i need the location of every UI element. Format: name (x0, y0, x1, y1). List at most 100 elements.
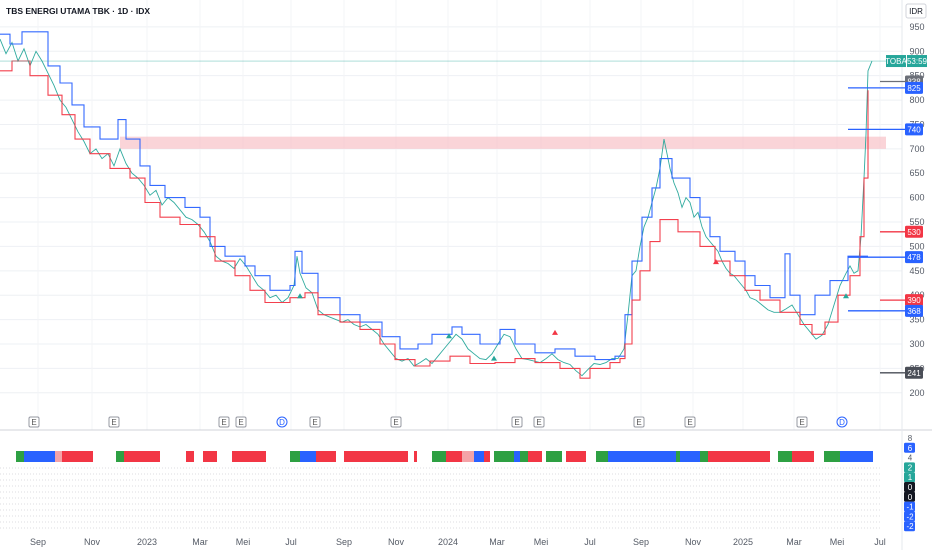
event-marker-label: E (687, 418, 692, 427)
ticker-tag-box (886, 55, 906, 68)
x-tick-label: Mei (830, 537, 845, 547)
event-marker-label: D (279, 418, 285, 427)
event-marker-box (684, 416, 696, 428)
price-label: 390 (907, 296, 921, 305)
price-labels: 838825740530478390368241 (0, 60, 923, 379)
oscillator-segment (520, 451, 528, 462)
osc-tick-box (904, 521, 915, 532)
price-label-box (905, 123, 923, 136)
osc-tick-label: 0 (908, 493, 913, 502)
price-label: 530 (907, 228, 921, 237)
y-tick-label: 450 (909, 266, 924, 276)
y-tick-label: 200 (909, 388, 924, 398)
price-label: 241 (907, 369, 921, 378)
x-tick-label: Mei (236, 537, 251, 547)
event-marker-box (235, 416, 247, 428)
x-tick-label: Sep (336, 537, 352, 547)
oscillator-segment (596, 451, 608, 462)
event-marker-box (108, 416, 120, 428)
series-line-2 (0, 60, 869, 379)
signal-marker (713, 259, 719, 265)
y-tick-label: 550 (909, 217, 924, 227)
event-marker-label: E (636, 418, 641, 427)
x-tick-label: Mar (489, 537, 505, 547)
oscillator-segment (484, 451, 490, 462)
oscillator-segment (232, 451, 266, 462)
signal-marker (297, 293, 303, 299)
oscillator-segment (446, 451, 462, 462)
y-tick-label: 950 (909, 22, 924, 32)
series-line-0 (0, 38, 873, 377)
osc-tick-label: 4 (908, 454, 913, 463)
x-tick-label: Nov (388, 537, 405, 547)
oscillator-segment (566, 451, 586, 462)
osc-tick-box (904, 462, 915, 473)
countdown-tag: 53:59 (907, 57, 928, 66)
oscillator-segment (778, 451, 792, 462)
y-tick-label: 500 (909, 241, 924, 251)
event-marker-box (309, 416, 321, 428)
price-label-box (905, 225, 923, 238)
osc-tick-box (904, 511, 915, 522)
x-tick-label: Mei (534, 537, 549, 547)
event-marker-box (796, 416, 808, 428)
event-marker-box (218, 416, 230, 428)
osc-tick-label: 2 (908, 463, 913, 472)
event-marker-label: E (221, 418, 226, 427)
currency-badge[interactable]: IDR (909, 7, 923, 16)
osc-tick-box (904, 491, 915, 502)
oscillator-segment (514, 451, 520, 462)
event-marker-box (390, 416, 402, 428)
event-marker-box (28, 416, 40, 428)
chart-title: TBS ENERGI UTAMA TBK · 1D · IDX (6, 6, 150, 16)
oscillator-segment (676, 451, 680, 462)
oscillator-segment (528, 451, 542, 462)
oscillator-segment (203, 451, 217, 462)
event-marker-box (276, 416, 288, 428)
signal-marker (491, 355, 497, 361)
oscillator-segment (62, 451, 93, 462)
price-label-box (905, 251, 923, 264)
osc-tick-label: 6 (908, 444, 913, 453)
y-tick-label: 900 (909, 46, 924, 56)
x-tick-label: Sep (30, 537, 46, 547)
event-marker-label: E (312, 418, 317, 427)
oscillator-pane (0, 451, 880, 529)
price-label-box (905, 294, 923, 307)
event-marker-label: E (238, 418, 243, 427)
y-tick-label: 650 (909, 168, 924, 178)
current-price-tag: TOBA 53:59 (885, 55, 928, 68)
signal-marker (446, 333, 452, 339)
resistance-zone (120, 136, 886, 149)
oscillator-segment (546, 451, 562, 462)
osc-tick-box (904, 482, 915, 492)
oscillator-segment (824, 451, 840, 462)
signal-marker (843, 293, 849, 299)
oscillator-segment (316, 451, 336, 462)
oscillator-segment (55, 451, 62, 462)
event-marker-box (836, 416, 848, 428)
x-tick-label: 2025 (733, 537, 753, 547)
oscillator-segment (414, 451, 417, 462)
price-label: 478 (907, 253, 921, 262)
osc-tick-label: 8 (908, 434, 913, 443)
x-tick-label: Jul (584, 537, 596, 547)
oscillator-segment (608, 451, 676, 462)
osc-tick-box (904, 472, 915, 483)
time-axis[interactable]: Sep Nov 2023 Mar Mei Jul Sep Nov 2024 Mar Mei Jul Se… (30, 537, 886, 547)
event-marker-label: D (839, 418, 845, 427)
event-marker-label: E (31, 418, 36, 427)
signal-marker (552, 329, 558, 335)
currency-badge-box[interactable] (905, 3, 927, 19)
x-tick-label: Mar (192, 537, 208, 547)
ticker-tag: TOBA (885, 57, 907, 66)
time-tag-box (907, 55, 927, 68)
oscillator-segment (290, 451, 300, 462)
oscillator-segment (16, 451, 24, 462)
oscillator-segment (494, 451, 514, 462)
oscillator-segment (344, 451, 408, 462)
event-marker-label: E (393, 418, 398, 427)
